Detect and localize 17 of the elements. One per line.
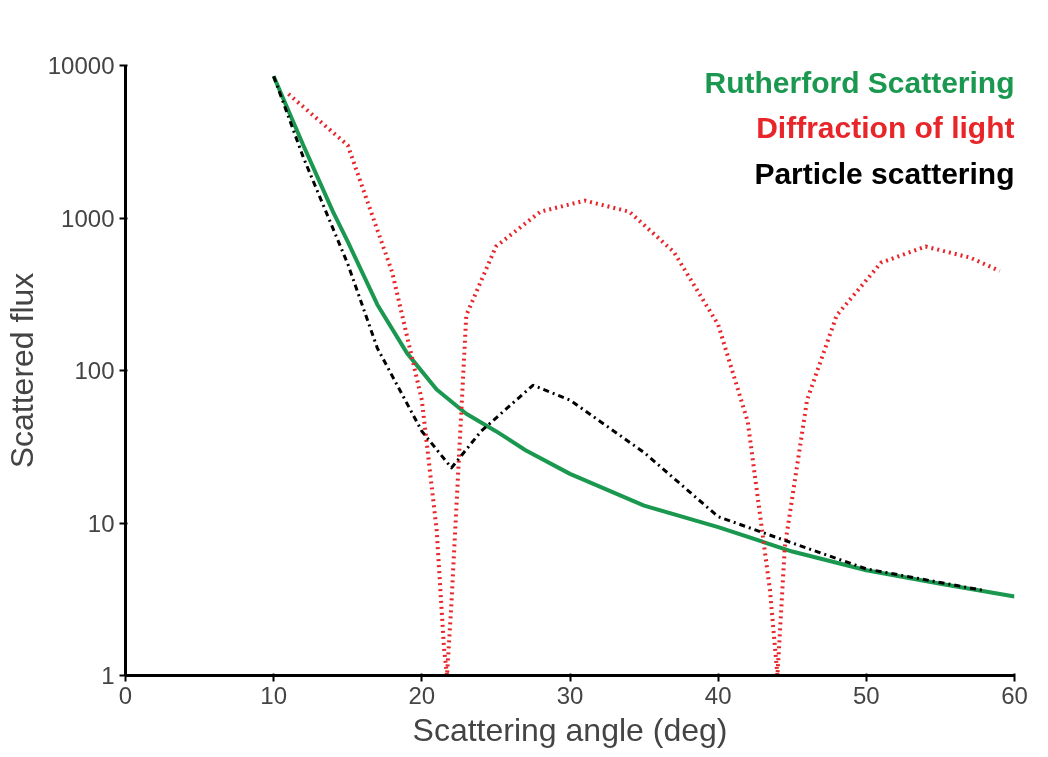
x-tick-label: 10 bbox=[260, 681, 288, 709]
y-tick-label: 100 bbox=[74, 357, 115, 384]
x-tick-label: 60 bbox=[1001, 681, 1028, 709]
x-tick-label: 20 bbox=[408, 681, 436, 709]
x-tick-label: 50 bbox=[852, 681, 880, 709]
y-tick-label: 10000 bbox=[47, 52, 115, 79]
x-tick-label: 30 bbox=[556, 681, 584, 709]
x-tick-label: 0 bbox=[118, 681, 133, 709]
x-tick-label: 40 bbox=[704, 681, 732, 709]
x-axis-title: Scattering angle (deg) bbox=[412, 711, 728, 748]
y-axis-title: Scattered flux bbox=[3, 272, 40, 469]
text: Diffraction of light bbox=[756, 111, 1015, 145]
y-tick-label: 10 bbox=[87, 509, 115, 537]
text: Rutherford Scattering bbox=[704, 65, 1015, 99]
y-tick-label: 1 bbox=[101, 662, 115, 689]
y-tick-label: 1000 bbox=[61, 204, 115, 232]
text: Particle scattering bbox=[754, 157, 1015, 190]
